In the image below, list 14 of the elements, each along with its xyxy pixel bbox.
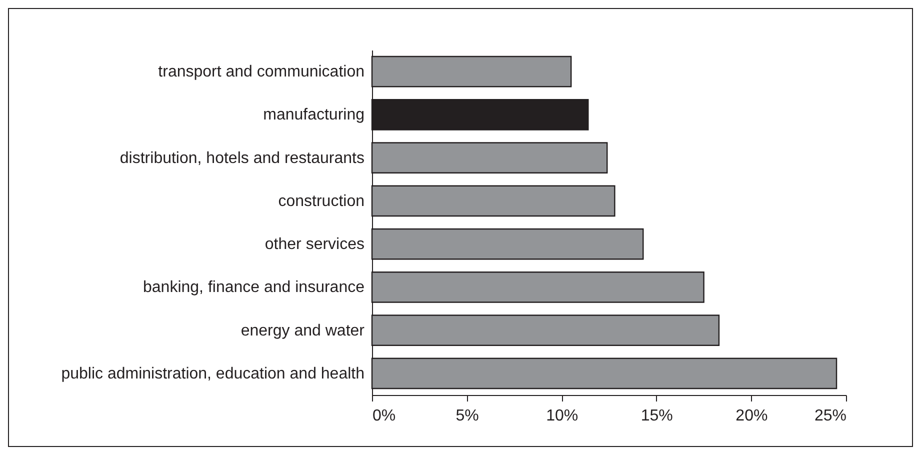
x-tick-label: 5% — [456, 408, 479, 424]
x-tick-label: 20% — [736, 408, 768, 424]
y-tick-label: construction — [278, 192, 364, 210]
y-tick-label: other services — [264, 236, 364, 254]
y-tick-label: energy and water — [240, 322, 366, 340]
x-tick-label: 15% — [640, 408, 673, 424]
x-tick-label: 10% — [546, 408, 578, 424]
y-tick-label: manufacturing — [263, 106, 364, 124]
y-tick-label: banking, finance and insurance — [143, 279, 365, 296]
y-tick-label: distribution, hotels and restaurants — [120, 150, 364, 167]
y-tick-label: transport and communication — [158, 64, 364, 81]
y-tick-label: public administration, education and health — [61, 365, 364, 382]
x-tick-label: 25% — [814, 408, 846, 424]
x-tick-label: 0% — [372, 408, 396, 424]
